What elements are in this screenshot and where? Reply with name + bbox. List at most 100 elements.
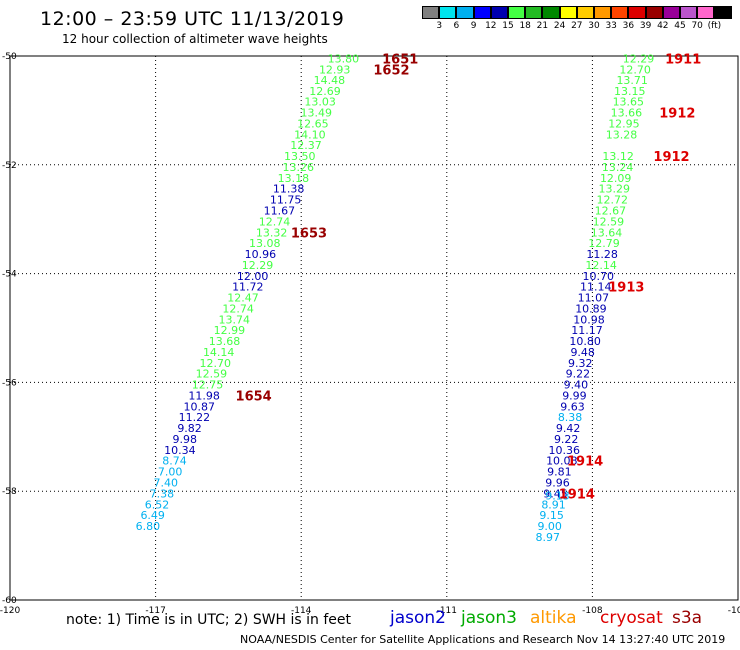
wave-height-label: 8.74 [162, 455, 187, 468]
wave-height-label: 13.08 [249, 237, 281, 250]
pass-time-label: 1912 [653, 150, 689, 165]
color-scale-swatch [697, 6, 715, 19]
lat-tick-label: -60 [2, 596, 17, 606]
color-scale-swatch [542, 6, 560, 19]
wave-height-label: 14.48 [314, 74, 346, 87]
wave-height-label: 11.17 [571, 324, 603, 337]
wave-height-label: 11.22 [179, 411, 211, 424]
wave-height-label: 9.13 [545, 490, 570, 503]
lon-tick-label: -117 [145, 606, 165, 616]
wave-height-label: 11.38 [273, 183, 305, 196]
color-scale-label: 6 [453, 21, 460, 31]
wave-height-label: 10.89 [575, 302, 607, 315]
wave-height-label: 8.91 [541, 498, 566, 511]
wave-height-label: 11.98 [188, 389, 220, 402]
color-scale-swatch [490, 6, 508, 19]
color-scale-swatch [576, 6, 594, 19]
map-title: 12:00 – 23:59 UTC 11/13/2019 [40, 8, 345, 30]
wave-height-label: 12.70 [200, 357, 232, 370]
wave-height-label: 12.99 [214, 324, 246, 337]
wave-height-label: 12.14 [585, 259, 617, 272]
satellite-legend-s3a: s3a [672, 608, 703, 628]
color-scale-swatch [525, 6, 543, 19]
color-scale-swatch [680, 6, 698, 19]
wave-height-label: 9.98 [172, 433, 197, 446]
lat-tick-label: -50 [2, 52, 17, 62]
lon-tick-label: -111 [437, 606, 457, 616]
wave-height-label: 9.00 [537, 520, 562, 533]
wave-height-label: 13.28 [606, 128, 638, 141]
pass-time-label: 1653 [291, 226, 327, 241]
color-scale-label: 33 [605, 21, 617, 31]
pass-time-label: 1654 [236, 389, 272, 404]
color-scale-swatch [559, 6, 577, 19]
wave-height-label: 13.24 [602, 161, 634, 174]
wave-height-label: 7.00 [158, 466, 183, 479]
wave-height-label: 13.74 [218, 313, 250, 326]
wave-height-label: 12.75 [192, 379, 224, 392]
wave-height-label: 13.65 [613, 96, 645, 109]
wave-height-label: 13.80 [328, 53, 360, 66]
color-scale-label: 36 [622, 21, 635, 31]
wave-height-label: 12.47 [227, 292, 259, 305]
wave-height-label: 12.95 [608, 117, 640, 130]
lon-tick-label: -105 [728, 606, 740, 616]
wave-height-label: 12.74 [222, 302, 254, 315]
wave-height-label: 14.10 [294, 128, 326, 141]
wave-height-label: 12.93 [319, 64, 351, 77]
color-scale-label: 27 [571, 21, 583, 31]
wave-height-label: 9.40 [564, 379, 589, 392]
wave-height-label: 13.03 [304, 96, 336, 109]
wave-height-label: 11.07 [578, 292, 610, 305]
wave-height-label: 11.14 [580, 281, 612, 294]
wave-height-label: 9.42 [556, 422, 581, 435]
wave-height-label: 9.81 [547, 466, 572, 479]
wave-height-label: 6.52 [145, 498, 170, 511]
pass-time-label: 1912 [659, 107, 695, 122]
wave-height-label: 11.72 [232, 281, 264, 294]
wave-height-label: 13.64 [591, 226, 623, 239]
pass-time-label: 1651 [382, 53, 418, 68]
wave-height-label: 12.67 [595, 204, 627, 217]
color-scale-swatch [645, 6, 663, 19]
wave-height-label: 13.29 [598, 183, 630, 196]
pass-time-label: 1911 [665, 53, 701, 68]
color-scale-swatch [628, 6, 646, 19]
color-scale-label: 21 [536, 21, 549, 31]
color-scale-swatch [662, 6, 680, 19]
wave-height-label: 6.49 [140, 509, 165, 522]
lon-tick-label: -114 [291, 606, 312, 616]
wave-height-label: 12.74 [259, 215, 291, 228]
color-scale-label: 9 [470, 21, 477, 31]
wave-height-label: 12.59 [593, 215, 625, 228]
lat-tick-label: -56 [2, 378, 17, 388]
lat-tick-label: -58 [2, 487, 17, 497]
lat-tick-label: -52 [2, 161, 17, 171]
wave-height-label: 6.80 [136, 520, 161, 533]
wave-height-label: 8.97 [535, 531, 560, 544]
wave-height-label: 10.98 [573, 313, 605, 326]
wave-height-label: 12.79 [588, 237, 620, 250]
footer-credit: NOAA/NESDIS Center for Satellite Applica… [240, 633, 726, 646]
wave-height-label: 9.22 [554, 433, 579, 446]
satellite-legend-cryosat: cryosat [600, 608, 663, 628]
wave-height-label: 13.66 [611, 107, 643, 120]
wave-height-label: 14.14 [203, 346, 235, 359]
wave-height-label: 9.63 [560, 400, 585, 413]
color-scale-label: 30 [588, 21, 600, 31]
color-scale-label: 3 [436, 21, 443, 31]
wave-height-label: 13.12 [602, 150, 634, 163]
wave-height-label: 12.70 [619, 64, 651, 77]
color-scale-label: 70 [691, 21, 703, 31]
wave-height-label: 13.18 [278, 172, 310, 185]
color-scale-swatch [473, 6, 491, 19]
wave-height-label: 10.08 [546, 455, 578, 468]
wave-height-label: 9.32 [568, 357, 593, 370]
color-scale-label: 24 [553, 21, 566, 31]
color-scale-label: 42 [657, 21, 669, 31]
color-scale-label: (ft) [707, 21, 722, 31]
color-scale-swatch [714, 6, 732, 19]
pass-time-label: 1652 [373, 64, 409, 79]
